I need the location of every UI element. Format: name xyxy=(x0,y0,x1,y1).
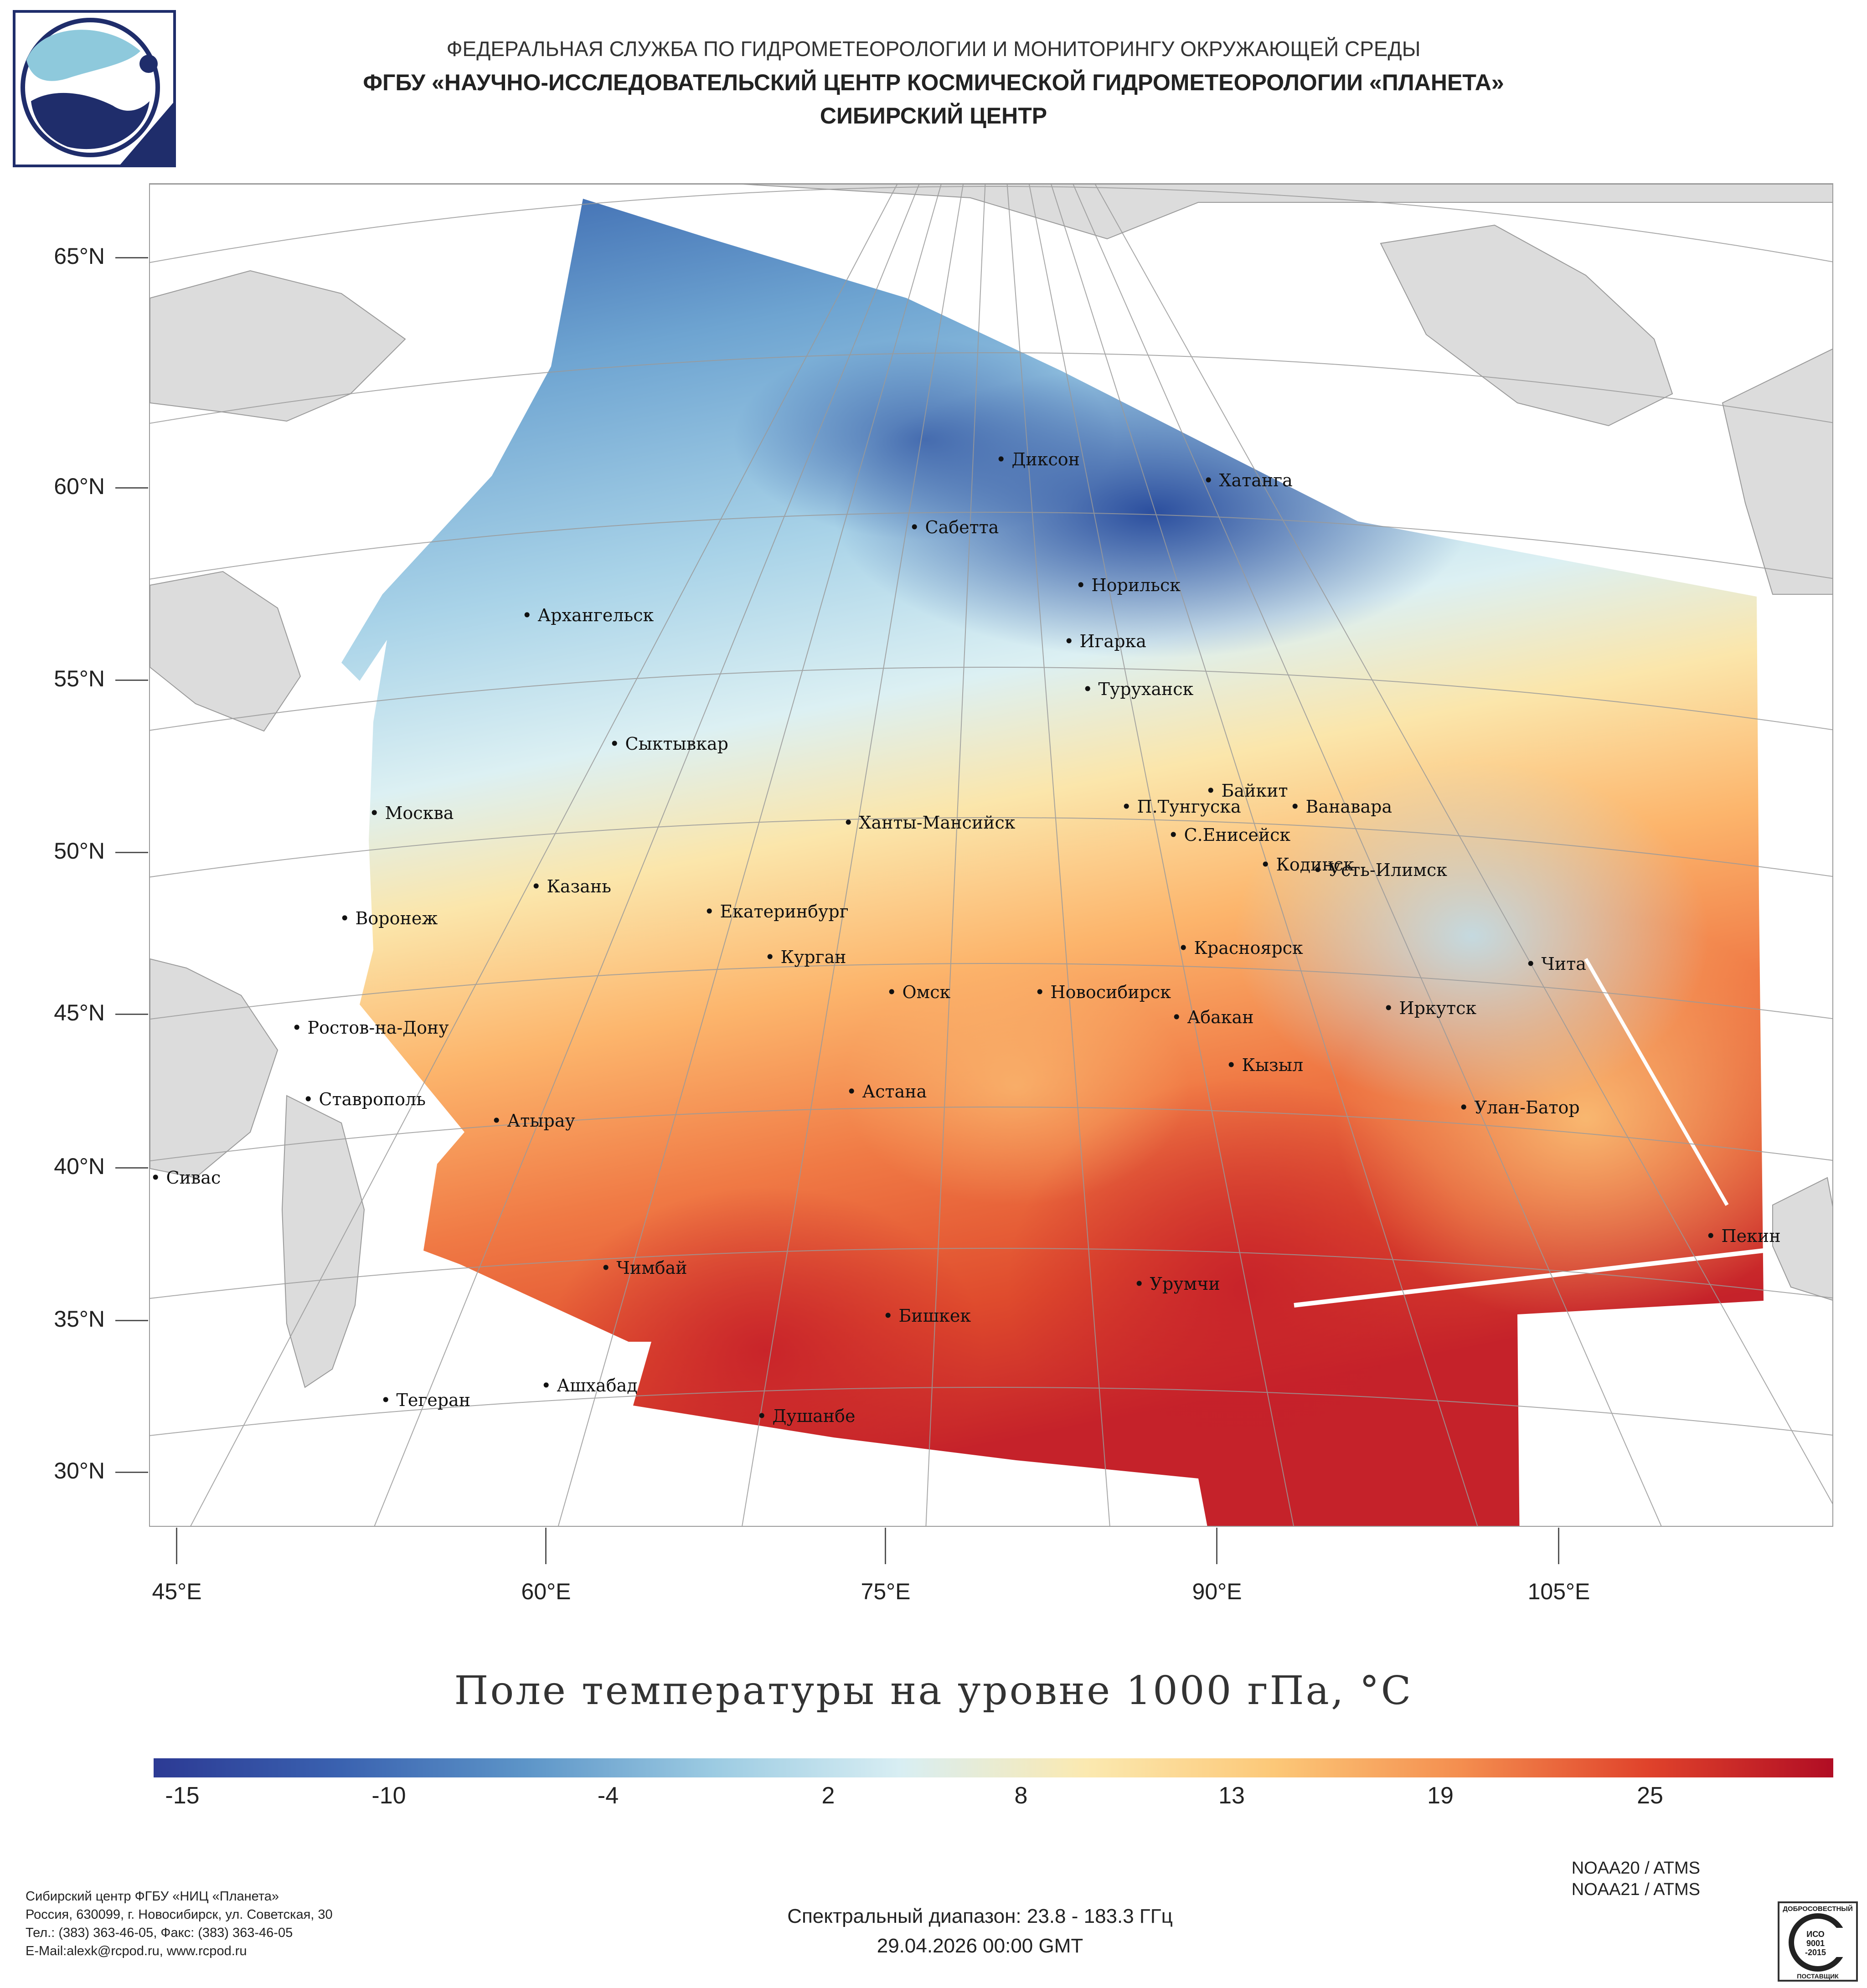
org-line: Россия, 630099, г. Новосибирск, ул. Сове… xyxy=(26,1907,333,1922)
iso-bottom-text: ПОСТАВЩИК xyxy=(1797,1973,1839,1980)
city-marker: • С.Енисейск xyxy=(1168,825,1291,845)
city-marker: • Игарка xyxy=(1064,631,1146,651)
lat-label: 45°N xyxy=(54,1000,105,1025)
city-marker: • Норильск xyxy=(1076,575,1181,595)
graticule xyxy=(150,184,1832,1526)
iso-badge: ДОБРОСОВЕСТНЫЙ ИСО 9001 -2015 ПОСТАВЩИК xyxy=(1777,1900,1859,1983)
city-marker: • Ханты-Мансийск xyxy=(843,813,1016,833)
city-marker: • Ставрополь xyxy=(303,1089,426,1109)
colorbar-tick: 19 xyxy=(1427,1782,1454,1809)
lat-tick xyxy=(115,1167,148,1169)
colorbar xyxy=(154,1758,1833,1777)
city-marker: • Абакан xyxy=(1171,1007,1254,1027)
land-outlines xyxy=(150,184,1832,1388)
city-marker: • Сыктывкар xyxy=(609,734,728,754)
lat-tick xyxy=(115,257,148,258)
city-marker: • Урумчи xyxy=(1134,1274,1220,1294)
city-marker: • Ростов-на-Дону xyxy=(292,1018,449,1038)
lon-label: 60°E xyxy=(521,1579,571,1604)
city-marker: • Омск xyxy=(887,982,951,1002)
swath-gap xyxy=(1584,958,1729,1206)
map-canvas xyxy=(150,184,1832,1526)
planeta-logo xyxy=(13,10,176,167)
city-marker: • Красноярск xyxy=(1178,938,1303,958)
city-marker: • Воронеж xyxy=(340,908,438,928)
lon-tick xyxy=(1558,1528,1559,1564)
lat-label: 40°N xyxy=(54,1154,105,1179)
city-marker: • Пекин xyxy=(1706,1226,1781,1246)
lon-tick xyxy=(545,1528,547,1564)
city-marker: • Байкит xyxy=(1206,781,1288,801)
org-line: E-Mail:alexk@rcpod.ru, www.rcpod.ru xyxy=(26,1944,247,1958)
city-marker: • Сабетта xyxy=(909,517,999,537)
city-marker: • Архангельск xyxy=(522,605,654,625)
city-marker: • Хатанга xyxy=(1203,470,1293,490)
lon-tick xyxy=(1216,1528,1217,1564)
colorbar-tick: 13 xyxy=(1218,1782,1245,1809)
temperature-map xyxy=(149,183,1833,1527)
city-marker: • Усть-Илимск xyxy=(1313,860,1447,880)
lon-label: 45°E xyxy=(152,1579,202,1604)
swath-gap xyxy=(1294,1248,1764,1308)
colorbar-tick: -4 xyxy=(597,1782,619,1809)
city-marker: • Тегеран xyxy=(381,1390,471,1410)
colorbar-tick: 8 xyxy=(1014,1782,1028,1809)
lon-label: 90°E xyxy=(1192,1579,1242,1604)
city-marker: • Екатеринбург xyxy=(704,901,849,922)
header-center: СИБИРСКИЙ ЦЕНТР xyxy=(820,103,1047,129)
colorbar-tick: 2 xyxy=(821,1782,835,1809)
lon-tick xyxy=(885,1528,886,1564)
lat-label: 55°N xyxy=(54,666,105,691)
lat-label: 65°N xyxy=(54,243,105,269)
city-marker: • Сивас xyxy=(150,1168,221,1188)
city-marker: • Кодинск xyxy=(1260,855,1354,875)
lon-tick xyxy=(176,1528,177,1564)
city-marker: • Курган xyxy=(765,947,846,967)
lon-label: 75°E xyxy=(861,1579,911,1604)
spectral-range: Спектральный диапазон: 23.8 - 183.3 ГГц xyxy=(787,1905,1173,1927)
lat-tick xyxy=(115,852,148,853)
city-marker: • Улан-Батор xyxy=(1459,1097,1580,1118)
iso-top-text: ДОБРОСОВЕСТНЫЙ xyxy=(1783,1905,1853,1913)
city-marker: • Душанбе xyxy=(757,1406,856,1426)
lat-label: 50°N xyxy=(54,838,105,864)
lat-label: 60°N xyxy=(54,474,105,499)
city-marker: • Чимбай xyxy=(601,1258,687,1278)
lon-label: 105°E xyxy=(1527,1579,1590,1604)
lat-tick xyxy=(115,487,148,489)
colorbar-tick: -15 xyxy=(165,1782,200,1809)
city-marker: • Москва xyxy=(369,803,454,823)
city-marker: • Бишкек xyxy=(883,1306,971,1326)
lat-tick xyxy=(115,1472,148,1473)
lat-tick xyxy=(115,1014,148,1015)
org-line: Тел.: (383) 363-46-05, Факс: (383) 363-4… xyxy=(26,1926,293,1940)
city-marker: • Иркутск xyxy=(1383,998,1477,1018)
datetime: 29.04.2026 00:00 GMT xyxy=(877,1935,1083,1957)
lat-tick xyxy=(115,680,148,681)
header-institute: ФГБУ «НАУЧНО-ИССЛЕДОВАТЕЛЬСКИЙ ЦЕНТР КОС… xyxy=(363,70,1504,95)
colorbar-tick: 25 xyxy=(1637,1782,1663,1809)
lat-label: 30°N xyxy=(54,1458,105,1483)
city-marker: • Казань xyxy=(531,876,611,896)
city-marker: • Туруханск xyxy=(1083,679,1194,699)
city-marker: • Чита xyxy=(1526,954,1586,974)
iso-mid-text: ИСО 9001 -2015 xyxy=(1805,1930,1826,1957)
satellite-label: NOAA21 / ATMS xyxy=(1571,1880,1700,1899)
city-marker: • Кызыл xyxy=(1226,1055,1304,1075)
lat-label: 35°N xyxy=(54,1306,105,1332)
city-marker: • Атырау xyxy=(491,1111,575,1131)
lat-tick xyxy=(115,1320,148,1321)
city-marker: • П.Тунгуска xyxy=(1121,797,1241,817)
city-marker: • Диксон xyxy=(996,449,1080,469)
map-title: Поле температуры на уровне 1000 гПа, °C xyxy=(454,1668,1413,1714)
city-marker: • Новосибирск xyxy=(1035,982,1171,1002)
org-line: Сибирский центр ФГБУ «НИЦ «Планета» xyxy=(26,1889,279,1904)
satellite-label: NOAA20 / ATMS xyxy=(1571,1859,1700,1878)
city-marker: • Ашхабад xyxy=(541,1375,638,1396)
header-agency: ФЕДЕРАЛЬНАЯ СЛУЖБА ПО ГИДРОМЕТЕОРОЛОГИИ … xyxy=(446,37,1421,61)
city-marker: • Ванавара xyxy=(1290,797,1393,817)
colorbar-tick: -10 xyxy=(371,1782,406,1809)
organization-info: Сибирский центр ФГБУ «НИЦ «Планета» Росс… xyxy=(26,1887,333,1960)
city-marker: • Астана xyxy=(846,1082,927,1102)
